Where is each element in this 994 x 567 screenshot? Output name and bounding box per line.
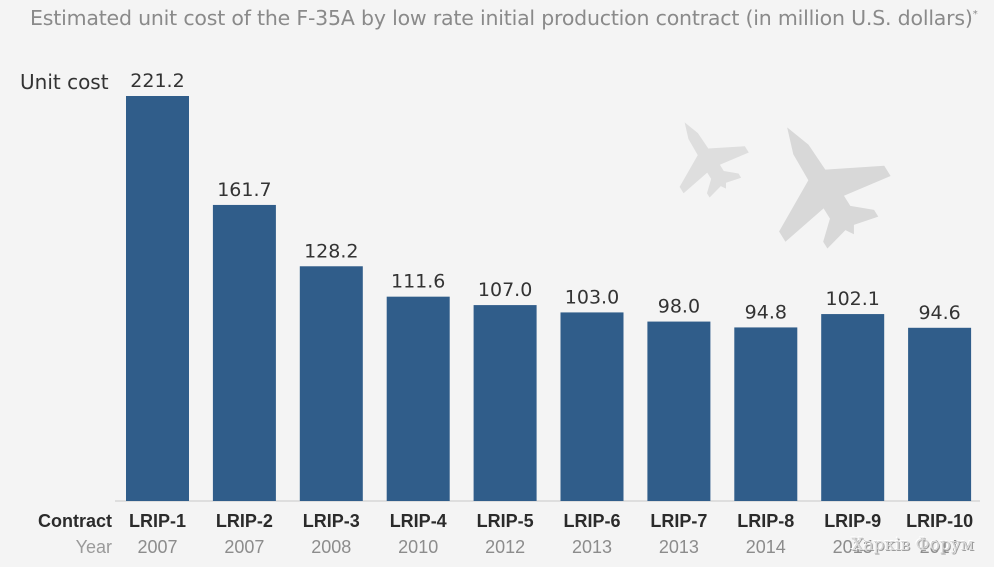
watermark: Харків Форум bbox=[851, 535, 974, 555]
bar-lrip-5 bbox=[473, 305, 537, 501]
x-axis-label: Contract bbox=[38, 511, 112, 531]
bar-lrip-10 bbox=[908, 327, 972, 501]
year-tick-label: 2015 bbox=[833, 537, 873, 557]
bar-lrip-4 bbox=[386, 296, 450, 501]
bar-lrip-8 bbox=[734, 327, 798, 501]
year-tick-label: 2013 bbox=[659, 537, 699, 557]
x-tick-label: LRIP-8 bbox=[737, 511, 794, 531]
x-tick-label: LRIP-6 bbox=[563, 511, 620, 531]
bar-lrip-9 bbox=[821, 314, 885, 501]
bar-lrip-7 bbox=[647, 321, 711, 501]
year-tick-label: 2014 bbox=[746, 537, 786, 557]
data-label: 161.7 bbox=[217, 179, 271, 201]
data-label: 111.6 bbox=[391, 271, 445, 293]
data-label: 221.2 bbox=[130, 70, 184, 92]
y-axis-label: Unit cost bbox=[20, 70, 109, 94]
bar-lrip-2 bbox=[212, 204, 276, 501]
bar-lrip-6 bbox=[560, 312, 624, 501]
data-label: 98.0 bbox=[658, 296, 700, 318]
year-tick-label: 2013 bbox=[572, 537, 612, 557]
data-label: 102.1 bbox=[825, 288, 879, 310]
year-tick-label: 2007 bbox=[137, 537, 177, 557]
data-label: 128.2 bbox=[304, 240, 358, 262]
fighter-jet-icon bbox=[679, 122, 749, 198]
x-tick-label: LRIP-1 bbox=[129, 511, 186, 531]
x-tick-label: LRIP-2 bbox=[216, 511, 273, 531]
bar-lrip-1 bbox=[126, 96, 189, 501]
data-label: 103.0 bbox=[565, 286, 619, 308]
year-row-label: Year bbox=[76, 537, 112, 557]
data-label: 94.6 bbox=[918, 302, 960, 324]
x-tick-label: LRIP-10 bbox=[906, 511, 973, 531]
year-tick-label: 2017 bbox=[920, 537, 960, 557]
year-tick-label: 2010 bbox=[398, 537, 438, 557]
year-tick-label: 2012 bbox=[485, 537, 525, 557]
x-tick-label: LRIP-5 bbox=[477, 511, 534, 531]
x-tick-label: LRIP-4 bbox=[390, 511, 447, 531]
x-tick-label: LRIP-3 bbox=[303, 511, 360, 531]
x-tick-label: LRIP-9 bbox=[824, 511, 881, 531]
bar-lrip-3 bbox=[299, 266, 363, 501]
data-label: 94.8 bbox=[745, 301, 787, 323]
x-tick-label: LRIP-7 bbox=[650, 511, 707, 531]
year-tick-label: 2008 bbox=[311, 537, 351, 557]
fighter-jet-icon bbox=[779, 127, 891, 249]
year-tick-label: 2007 bbox=[224, 537, 264, 557]
data-label: 107.0 bbox=[478, 279, 532, 301]
chart-title: Estimated unit cost of the F-35A by low … bbox=[30, 6, 978, 30]
